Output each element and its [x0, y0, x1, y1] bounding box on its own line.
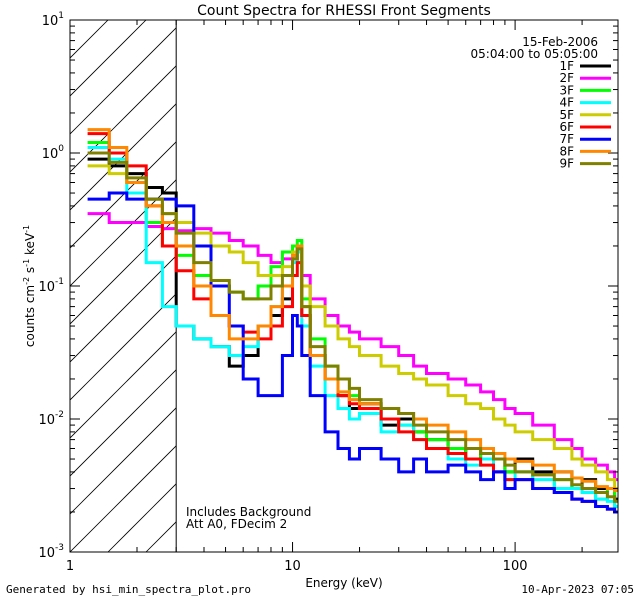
x-tick-label: 100 [503, 559, 528, 574]
x-tick-label: 1 [66, 559, 74, 574]
legend-label-2F: 2F [559, 71, 574, 85]
legend-label-6F: 6F [559, 120, 574, 134]
y-tick-label: 10-1 [38, 277, 64, 295]
hatch-line [70, 217, 177, 325]
hatch-line [70, 407, 177, 515]
hatch-line [70, 27, 177, 135]
series-line-9F [87, 151, 618, 503]
hatch-line [70, 20, 109, 59]
series-line-4F [87, 146, 618, 508]
y-axis-label: counts cm-2 s-1 keV-1 [22, 225, 37, 347]
y-tick-label: 101 [42, 11, 64, 29]
hatch-line [70, 179, 177, 287]
hatch-line [0, 0, 24, 552]
y-tick-label: 100 [42, 144, 65, 162]
date-label: 15-Feb-2006 [522, 35, 598, 49]
annotation-1: Includes Background [186, 505, 311, 519]
y-tick-label: 10-2 [38, 410, 64, 428]
y-tick-label: 10-3 [38, 543, 64, 561]
generated-by-note: Generated by hsi_min_spectra_plot.pro [6, 583, 252, 596]
hatch-line [564, 0, 640, 552]
series-line-8F [87, 128, 618, 492]
hatch-line [70, 255, 177, 363]
time-range-label: 05:04:00 to 05:05:00 [471, 47, 598, 61]
legend-label-9F: 9F [559, 157, 574, 171]
footer-timestamp: 10-Apr-2023 07:05 [521, 583, 634, 596]
hatch-line [298, 0, 640, 552]
hatch-line [70, 20, 71, 21]
legend-label-8F: 8F [559, 144, 574, 158]
series-line-3F [87, 141, 618, 508]
hatch-line [70, 20, 147, 97]
hatch-line [450, 0, 640, 552]
series-line-1F [87, 157, 618, 501]
hatch-line [412, 0, 640, 552]
x-axis-label: Energy (keV) [305, 576, 382, 590]
hatch-line [0, 0, 100, 552]
x-tick-label: 10 [284, 559, 301, 574]
hatch-line [526, 0, 640, 552]
legend-label-4F: 4F [559, 96, 574, 110]
series-line-5F [87, 164, 618, 490]
legend-label-7F: 7F [559, 132, 574, 146]
annotation-2: Att A0, FDecim 2 [186, 517, 287, 531]
legend-label-3F: 3F [559, 83, 574, 97]
chart-title: Count Spectra for RHESSI Front Segments [197, 3, 491, 19]
hatch-line [260, 0, 640, 552]
hatch-line [70, 65, 177, 173]
series-line-2F [87, 212, 618, 482]
hatch-line [70, 369, 177, 477]
legend-label-5F: 5F [559, 108, 574, 122]
hatch-line [70, 445, 177, 552]
legend-label-1F: 1F [559, 59, 574, 73]
series-group [87, 128, 618, 514]
hatched-region [0, 0, 640, 552]
